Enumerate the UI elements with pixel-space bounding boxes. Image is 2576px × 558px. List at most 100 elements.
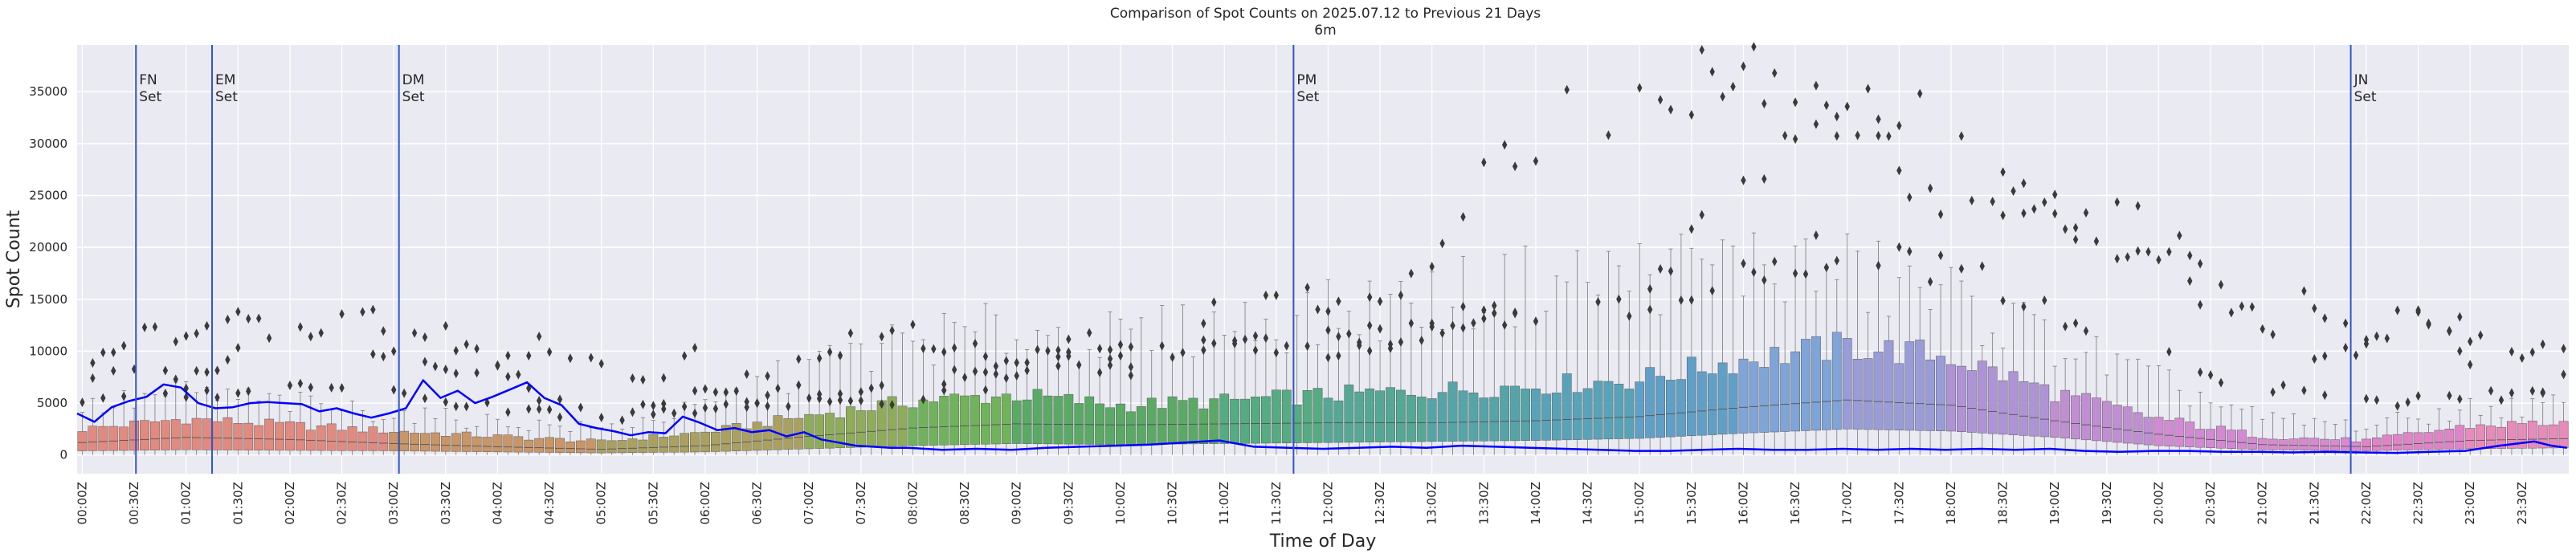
outlier-point [619, 415, 625, 426]
outlier-point [432, 361, 439, 372]
box-68 [783, 418, 794, 450]
box-156 [1696, 371, 1707, 436]
outlier-point [1782, 130, 1788, 141]
outlier-point [858, 387, 864, 397]
outlier-point [1606, 130, 1611, 141]
box-79 [897, 405, 908, 446]
box-98 [1095, 403, 1105, 445]
outlier-point [1325, 325, 1331, 336]
outlier-point [111, 347, 116, 357]
outlier-point [921, 394, 926, 405]
box-216 [2320, 438, 2330, 451]
outlier-point [993, 369, 999, 379]
outlier-point [1657, 95, 1664, 105]
outlier-point [204, 385, 210, 396]
outlier-point [546, 347, 553, 357]
box-135 [1479, 397, 1489, 442]
outlier-point [2509, 388, 2515, 398]
outlier-point [1263, 290, 1269, 300]
box-133 [1458, 390, 1468, 442]
x-tick-label-25: 12:30Z [1373, 482, 1387, 525]
outlier-point [1014, 357, 1019, 368]
x-tick-label-5: 02:30Z [335, 482, 349, 525]
outlier-point [1024, 357, 1030, 368]
box-239 [2558, 421, 2569, 449]
box-109 [1209, 398, 1219, 444]
box-14 [222, 417, 233, 450]
box-71 [814, 414, 825, 449]
outlier-point [712, 387, 719, 397]
outlier-point [1688, 109, 1695, 120]
box-27 [357, 431, 368, 451]
outlier-point [1762, 173, 1767, 184]
outlier-point [1128, 362, 1134, 373]
outlier-point [2342, 343, 2349, 353]
box-170 [1842, 338, 1852, 430]
outlier-point [90, 373, 96, 383]
outlier-point [1533, 156, 1539, 166]
box-172 [1863, 358, 1873, 430]
box-220 [2362, 438, 2371, 451]
outlier-point [765, 401, 770, 411]
outlier-point [1211, 338, 1217, 348]
x-tick-label-8: 04:00Z [491, 482, 505, 525]
y-tick-label-6: 30000 [29, 136, 67, 151]
outlier-point [2353, 350, 2359, 360]
outlier-point [2207, 370, 2214, 381]
outlier-point [1066, 351, 1072, 361]
outlier-point [1408, 268, 1415, 279]
outlier-point [1066, 334, 1072, 344]
outlier-point [120, 340, 127, 351]
outlier-point [308, 332, 314, 342]
x-tick-label-0: 00:00Z [76, 482, 90, 525]
outlier-point [1231, 339, 1238, 349]
outlier-point [526, 350, 532, 360]
box-179 [1936, 356, 1945, 431]
box-44 [534, 438, 545, 453]
outlier-point [474, 344, 480, 354]
box-148 [1614, 384, 1624, 439]
outlier-point [1647, 304, 1653, 315]
box-171 [1852, 359, 1863, 430]
outlier-point [1003, 373, 1009, 383]
outlier-point [1045, 346, 1051, 356]
box-130 [1427, 398, 1437, 442]
outlier-point [827, 347, 833, 357]
outlier-point [1315, 304, 1321, 315]
outlier-point [1917, 88, 1923, 99]
outlier-point [255, 313, 262, 324]
box-57 [669, 435, 680, 453]
outlier-point [2135, 201, 2141, 211]
box-4 [119, 426, 129, 451]
outlier-point [2322, 390, 2328, 401]
outlier-point [1346, 328, 1352, 339]
box-230 [2465, 428, 2476, 450]
outlier-point [982, 352, 989, 362]
outlier-point [495, 360, 500, 371]
box-53 [627, 438, 638, 454]
box-152 [1655, 376, 1665, 438]
today-series [76, 379, 2567, 454]
outlier-point [422, 332, 428, 342]
outlier-point [2270, 387, 2276, 397]
outlier-point [2374, 331, 2380, 341]
box-103 [1146, 397, 1157, 445]
outlier-point [1896, 165, 1902, 176]
outlier-point [1958, 263, 1965, 274]
box-217 [2330, 439, 2341, 451]
outlier-point [2114, 197, 2120, 207]
outlier-point [1055, 360, 1061, 371]
box-143 [1562, 373, 1572, 441]
outlier-point [2312, 303, 2317, 314]
outlier-point [598, 359, 604, 369]
outlier-point [1450, 320, 1455, 331]
outlier-point [2011, 186, 2016, 197]
box-169 [1831, 332, 1842, 430]
outlier-point [837, 389, 843, 399]
box-5 [129, 420, 140, 451]
x-tick-label-1: 00:30Z [127, 482, 141, 525]
box-235 [2517, 423, 2527, 449]
outlier-point [100, 348, 106, 358]
box-105 [1167, 396, 1178, 445]
outlier-point [2239, 301, 2245, 312]
